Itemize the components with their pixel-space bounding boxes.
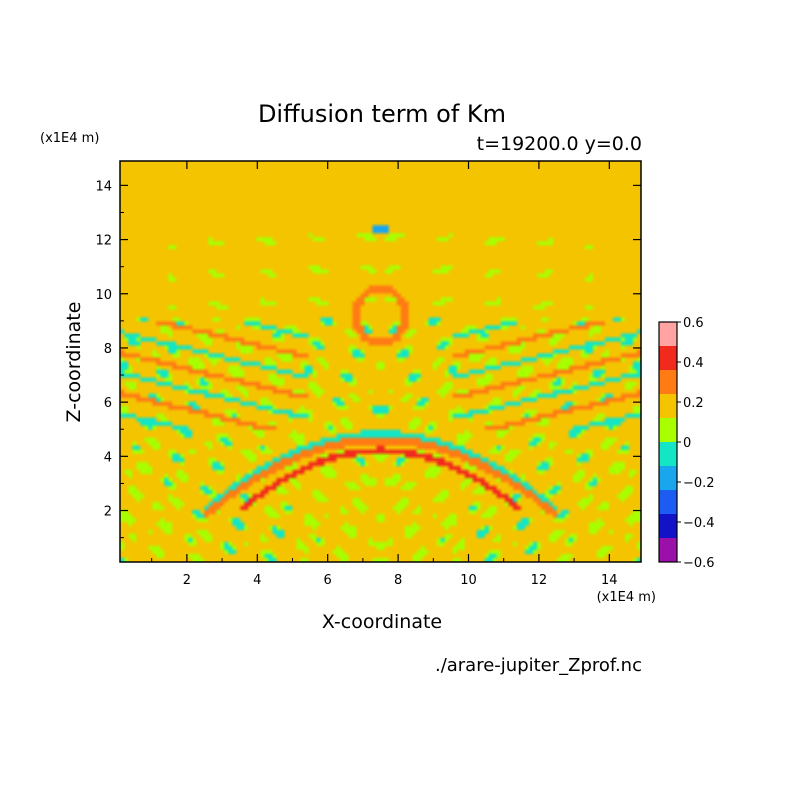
chart-subtitle: t=19200.0 y=0.0 — [477, 133, 642, 155]
y-tick-label: 4 — [104, 450, 112, 465]
colorbar-segment — [659, 418, 677, 442]
colorbar-segment — [659, 322, 677, 346]
colorbar-segment — [659, 346, 677, 370]
colorbar-segment — [659, 538, 677, 562]
x-tick-label: 14 — [601, 573, 618, 588]
x-tick-label: 8 — [394, 573, 402, 588]
axis-ticks: 2 4 6 8 10 12 14 2 4 6 8 10 12 14 — [95, 161, 641, 588]
plot-frame — [119, 160, 642, 563]
x-unit-label: (x1E4 m) — [597, 590, 656, 605]
colorbar-tick-label: 0.6 — [683, 316, 704, 331]
x-tick-label: 12 — [531, 573, 548, 588]
x-tick-label: 6 — [324, 573, 332, 588]
x-tick-label: 2 — [183, 573, 191, 588]
colorbar-segment — [659, 442, 677, 466]
colorbar-segment — [659, 394, 677, 418]
colorbar-tick-label: 0.2 — [683, 396, 704, 411]
heatmap-image — [120, 161, 641, 562]
chart-title: Diffusion term of Km — [258, 100, 506, 128]
colorbar-segment — [659, 514, 677, 538]
y-tick-label: 6 — [104, 396, 112, 411]
x-axis-label: X-coordinate — [322, 611, 442, 633]
y-tick-label: 10 — [95, 288, 112, 303]
x-tick-label: 10 — [460, 573, 477, 588]
x-tick-label: 4 — [253, 573, 261, 588]
colorbar-tick-label: −0.4 — [683, 516, 715, 531]
colorbar-segment — [659, 490, 677, 514]
colorbar-segment — [659, 370, 677, 394]
colorbar-tick-label: −0.2 — [683, 476, 715, 491]
y-tick-label: 14 — [95, 179, 112, 194]
y-tick-label: 8 — [104, 342, 112, 357]
y-axis-label: Z-coordinate — [63, 302, 85, 423]
y-tick-label: 2 — [104, 505, 112, 520]
colorbar: 0.6 0.4 0.2 0 −0.2 −0.4 −0.6 — [658, 316, 715, 571]
colorbar-tick-label: 0.4 — [683, 356, 704, 371]
colorbar-tick-label: −0.6 — [683, 556, 715, 571]
y-tick-label: 12 — [95, 234, 112, 249]
y-unit-label: (x1E4 m) — [40, 131, 99, 146]
colorbar-segment — [659, 466, 677, 490]
heatmap-field — [120, 161, 641, 562]
source-file-label: ./arare-jupiter_Zprof.nc — [435, 655, 642, 676]
colorbar-tick-label: 0 — [683, 436, 691, 451]
